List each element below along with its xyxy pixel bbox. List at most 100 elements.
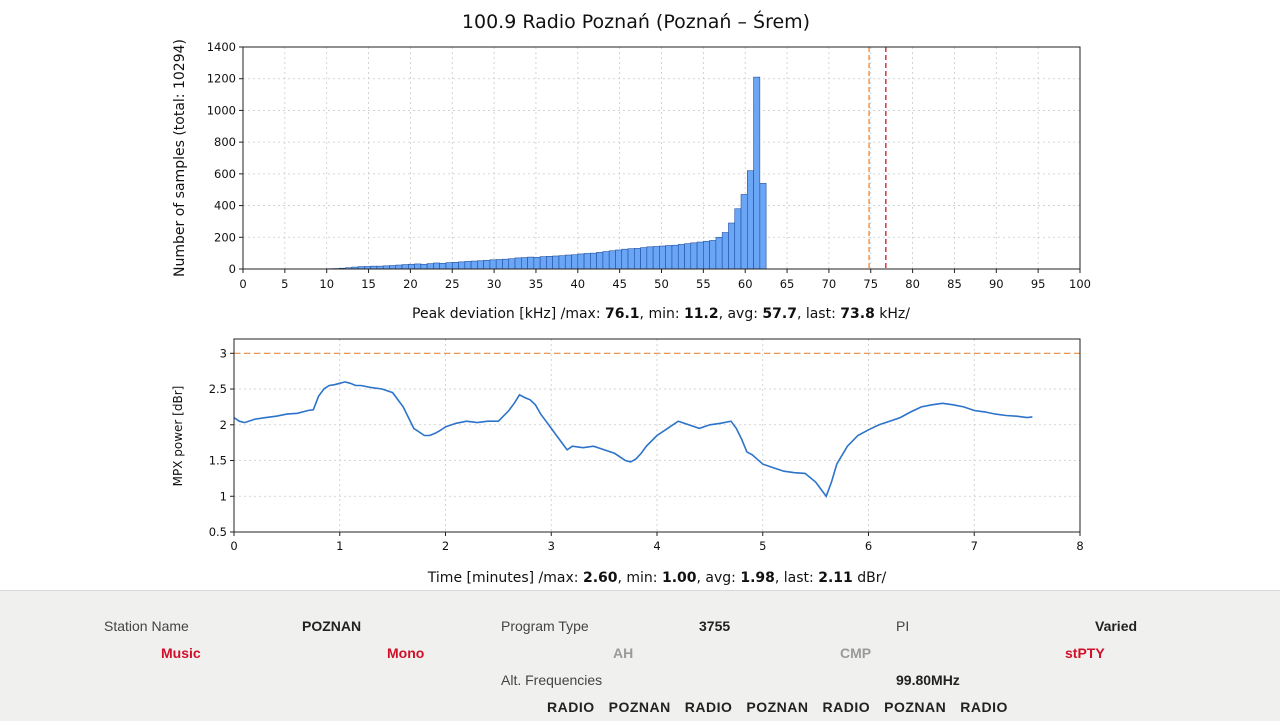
histogram-bar xyxy=(452,262,458,269)
y-tick-label: 1000 xyxy=(207,103,236,117)
histogram-bar xyxy=(678,244,684,269)
histogram-bar xyxy=(659,246,665,269)
y-tick-label: 1200 xyxy=(207,72,236,86)
histogram-bar xyxy=(515,258,521,269)
histogram-bar xyxy=(459,262,465,269)
y-tick-label: 800 xyxy=(214,135,236,149)
flag-mono: Mono xyxy=(387,645,424,661)
histogram-bar xyxy=(496,259,502,269)
line-chart-x-label-part: 2.11 xyxy=(818,570,853,586)
histogram-title: 100.9 Radio Poznań (Poznań – Śrem) xyxy=(462,9,810,33)
x-tick-label: 25 xyxy=(445,277,460,291)
y-tick-label: 1 xyxy=(220,489,227,503)
radiotext-word: POZNAN xyxy=(609,699,671,715)
y-tick-label: 200 xyxy=(214,230,236,244)
rds-info-panel: Station Name POZNAN Program Type 3755 PI… xyxy=(0,590,1280,721)
line-chart-x-label-part: , min: xyxy=(618,570,662,586)
alt-frequencies-label: Alt. Frequencies xyxy=(501,672,602,688)
histogram-bar xyxy=(490,260,496,269)
histogram-bar xyxy=(710,240,716,269)
histogram-bar xyxy=(484,260,490,269)
radiotext-word: RADIO xyxy=(685,699,733,715)
histogram-bar xyxy=(471,261,477,269)
histogram-bar xyxy=(590,253,596,269)
histogram-bar xyxy=(559,256,565,269)
histogram-bar xyxy=(703,241,709,269)
histogram-bar xyxy=(408,264,414,269)
x-tick-label: 6 xyxy=(865,539,872,553)
y-tick-label: 600 xyxy=(214,167,236,181)
histogram-bar xyxy=(628,249,634,269)
histogram-bar xyxy=(754,77,760,269)
y-tick-label: 1.5 xyxy=(209,454,227,468)
x-tick-label: 5 xyxy=(281,277,288,291)
x-tick-label: 5 xyxy=(759,539,766,553)
x-tick-label: 40 xyxy=(570,277,585,291)
histogram-bar xyxy=(760,183,766,269)
histogram-bar xyxy=(584,253,590,269)
histogram-bar xyxy=(572,255,578,269)
histogram-bar xyxy=(396,265,402,269)
mpx-power-series-line xyxy=(234,382,1032,496)
line-chart-y-label: MPX power [dBr] xyxy=(171,386,185,487)
histogram-bars xyxy=(327,77,766,269)
x-tick-label: 75 xyxy=(863,277,878,291)
histogram-bar xyxy=(528,257,534,269)
x-tick-label: 0 xyxy=(230,539,237,553)
radiotext-word: POZNAN xyxy=(884,699,946,715)
x-tick-label: 1 xyxy=(336,539,343,553)
x-tick-label: 90 xyxy=(989,277,1004,291)
x-tick-label: 7 xyxy=(971,539,978,553)
program-type-label: Program Type xyxy=(501,618,589,634)
histogram-bar xyxy=(716,237,722,269)
radiotext-word: POZNAN xyxy=(746,699,808,715)
line-chart-x-label-part: dBr/ xyxy=(853,570,887,586)
y-tick-label: 0.5 xyxy=(209,525,227,539)
radiotext-word: RADIO xyxy=(547,699,595,715)
histogram-x-label-part: , min: xyxy=(640,306,684,322)
histogram-bar xyxy=(534,257,540,269)
x-tick-label: 0 xyxy=(239,277,246,291)
y-tick-label: 0 xyxy=(229,262,236,276)
x-tick-label: 60 xyxy=(738,277,753,291)
program-type-value: 3755 xyxy=(699,618,730,634)
line-chart-x-label-part: 1.00 xyxy=(662,570,697,586)
histogram-x-label-part: , last: xyxy=(797,306,840,322)
line-chart-x-label-part: , last: xyxy=(775,570,818,586)
x-tick-label: 70 xyxy=(822,277,837,291)
histogram-bar xyxy=(446,263,452,269)
histogram-bar xyxy=(553,256,559,269)
histogram-x-label-part: 76.1 xyxy=(605,306,640,322)
radiotext-word: RADIO xyxy=(823,699,871,715)
flag-ah: AH xyxy=(613,645,633,661)
histogram-grid xyxy=(243,47,1080,269)
y-tick-label: 3 xyxy=(220,346,227,360)
line-chart-x-label-part: 1.98 xyxy=(740,570,775,586)
histogram-bar xyxy=(421,264,427,269)
histogram-bar xyxy=(609,251,615,269)
histogram-bar xyxy=(465,261,471,269)
histogram-bar xyxy=(622,249,628,269)
histogram-bar xyxy=(672,245,678,269)
histogram-bar xyxy=(653,246,659,269)
pi-value: Varied xyxy=(1095,618,1137,634)
histogram-bar xyxy=(433,263,439,269)
x-tick-label: 65 xyxy=(780,277,795,291)
histogram-bar xyxy=(521,258,527,269)
flag-stpty: stPTY xyxy=(1065,645,1105,661)
histogram-bar xyxy=(402,265,408,269)
histogram-bar xyxy=(415,264,421,269)
histogram-bar xyxy=(546,256,552,269)
histogram-bar xyxy=(741,194,747,269)
histogram-bar xyxy=(722,233,728,269)
histogram-bar xyxy=(597,252,603,269)
x-tick-label: 100 xyxy=(1069,277,1091,291)
flag-music: Music xyxy=(161,645,201,661)
line-chart-y-ticks: 0.511.522.53 xyxy=(209,346,234,539)
x-tick-label: 30 xyxy=(487,277,502,291)
y-tick-label: 2 xyxy=(220,418,227,432)
line-chart-x-label: Time [minutes] /max: 2.60, min: 1.00, av… xyxy=(427,570,887,586)
